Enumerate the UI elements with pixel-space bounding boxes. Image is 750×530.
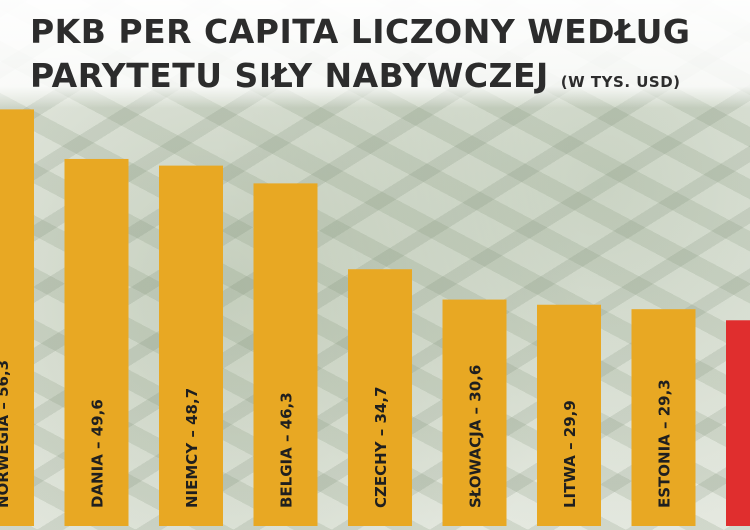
bar-litwa [537, 304, 601, 526]
bar-norwegia [0, 109, 34, 526]
bar-polska [726, 320, 750, 526]
bar-label-norwegia: NORWEGIA – 56,3 [0, 360, 12, 508]
bar-label-słowacja: SŁOWACJA – 30,6 [467, 365, 485, 508]
bar-słowacja [442, 299, 507, 526]
title-unit: (W TYS. USD) [560, 73, 681, 91]
bar-labels-group: NORWEGIA – 56,3 DANIA – 49,6 NIEMCY – 48,7… [0, 360, 674, 508]
bar-label-estonia: ESTONIA – 29,3 [656, 379, 674, 508]
bar-czechy [348, 269, 412, 526]
bar-belgia [253, 183, 318, 526]
bar-label-czechy: CZECHY – 34,7 [372, 386, 390, 508]
title-line-2: PARYTETU SIŁY NABYWCZEJ [30, 56, 549, 95]
bar-dania [64, 158, 129, 526]
bars-group [0, 109, 750, 526]
bar-niemcy [159, 165, 223, 526]
title-line-1: PKB PER CAPITA LICZONY WEDŁUG [30, 12, 691, 51]
chart-title: PKB PER CAPITA LICZONY WEDŁUG PARYTETU S… [30, 10, 690, 104]
bar-label-dania: DANIA – 49,6 [89, 399, 107, 508]
bar-label-niemcy: NIEMCY – 48,7 [183, 388, 201, 508]
bar-label-belgia: BELGIA – 46,3 [278, 392, 296, 508]
bar-label-litwa: LITWA – 29,9 [561, 400, 579, 508]
bar-estonia [631, 309, 696, 526]
title-panel: PKB PER CAPITA LICZONY WEDŁUG PARYTETU S… [0, 0, 750, 108]
